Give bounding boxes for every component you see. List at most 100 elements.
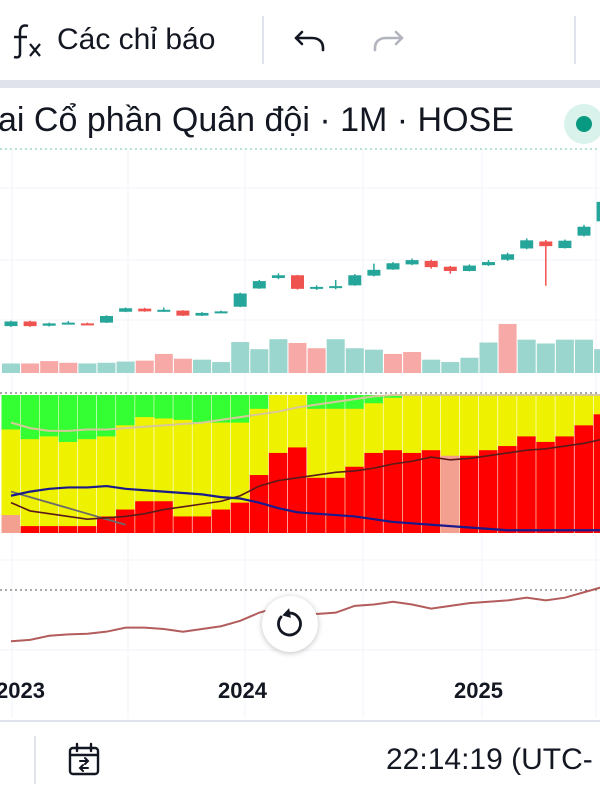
candle-body xyxy=(520,240,533,248)
candle-body xyxy=(444,267,457,271)
candle-body xyxy=(196,313,209,316)
volume-bar xyxy=(289,343,307,373)
panel-bar-red xyxy=(231,503,250,533)
panel-bar-green xyxy=(193,395,212,423)
undo-icon[interactable] xyxy=(292,22,328,58)
panel-bar-green xyxy=(59,395,78,442)
volume-bar xyxy=(269,339,287,373)
panel-bar-red xyxy=(498,446,517,533)
volume-bar xyxy=(460,358,478,373)
reset-chart-button[interactable] xyxy=(262,596,318,652)
candle-body xyxy=(234,294,247,307)
candle-body xyxy=(43,323,56,325)
candle-body xyxy=(62,323,75,325)
panel-bar-red xyxy=(422,450,441,533)
panel-bar-red xyxy=(2,515,21,533)
symbol-title[interactable]: ai Cổ phần Quân đội · 1M · HOSE xyxy=(0,100,514,140)
volume-bar xyxy=(556,340,574,373)
volume-bar xyxy=(40,361,58,373)
volume-bar xyxy=(155,354,173,373)
volume-bar xyxy=(594,349,600,373)
volume-bar xyxy=(537,343,555,373)
candle-body xyxy=(119,308,132,311)
volume-bar xyxy=(441,362,459,373)
function-icon[interactable] xyxy=(8,20,44,60)
volume-bar xyxy=(212,362,230,373)
panel-bar-red xyxy=(326,478,345,533)
panel-bar-green xyxy=(78,395,97,439)
toolbar-divider xyxy=(262,16,264,64)
panel-bar-green xyxy=(154,395,173,418)
candle-body xyxy=(501,254,514,259)
candle-body xyxy=(539,241,552,246)
volume-bar xyxy=(231,342,249,373)
panel-bar-red xyxy=(536,442,555,533)
footer-divider xyxy=(34,736,36,784)
panel-bar-green xyxy=(345,395,364,409)
top-toolbar: Các chỉ báo xyxy=(0,0,600,80)
volume-bar xyxy=(403,352,421,373)
candle-body xyxy=(558,241,571,248)
volume-bar xyxy=(21,363,39,373)
candle-body xyxy=(387,263,400,269)
volume-bar xyxy=(384,354,402,373)
candle-body xyxy=(253,281,266,288)
candle-body xyxy=(5,321,18,326)
panel-bar-red xyxy=(193,516,212,533)
candle-body xyxy=(272,275,285,278)
volume-bars xyxy=(2,324,600,373)
volume-bar xyxy=(117,362,135,373)
panel-bar-red xyxy=(441,456,460,533)
candle-body xyxy=(348,275,361,285)
panel-bar-green xyxy=(21,395,40,439)
panel-bar-green xyxy=(116,395,135,425)
candle-body xyxy=(578,227,591,236)
panel-bar-green xyxy=(173,395,192,420)
volume-bar xyxy=(136,361,154,373)
volume-bar xyxy=(308,348,326,373)
redo-icon[interactable] xyxy=(370,22,406,58)
panel-bar-red xyxy=(555,436,574,533)
volume-bar xyxy=(346,348,364,373)
candle-body xyxy=(176,311,189,316)
volume-bar xyxy=(518,340,536,373)
volume-bar xyxy=(78,363,96,373)
volume-bar xyxy=(193,360,211,373)
candle-body xyxy=(425,261,438,267)
volume-bar xyxy=(327,339,345,373)
volume-bar xyxy=(2,363,20,373)
time-axis-label-2023: 2023 xyxy=(0,676,45,706)
market-status-indicator[interactable] xyxy=(564,104,600,144)
candlesticks xyxy=(5,198,600,327)
candle-body xyxy=(367,270,380,276)
candle-body xyxy=(310,287,323,289)
volume-bar xyxy=(499,324,517,373)
panel-bar-red xyxy=(403,453,422,533)
panel-bar-red xyxy=(78,526,97,533)
calendar-range-icon[interactable] xyxy=(66,742,104,778)
candle-body xyxy=(329,286,342,288)
panel-bar-red xyxy=(59,526,78,533)
panel-bar-red xyxy=(269,453,288,533)
panel-bar-red xyxy=(173,516,192,533)
candle-body xyxy=(463,266,476,271)
toolbar-separator xyxy=(0,80,600,88)
volume-bar xyxy=(174,359,192,373)
candle-body xyxy=(597,202,600,221)
panel-bar-red xyxy=(40,526,59,533)
indicators-button[interactable]: Các chỉ báo xyxy=(57,20,215,60)
toolbar-divider-right xyxy=(574,16,576,64)
volume-bar xyxy=(575,340,593,373)
panel-bar-red xyxy=(594,414,600,533)
volume-bar xyxy=(422,360,440,373)
panel-bar-red xyxy=(212,510,231,533)
candle-body xyxy=(24,321,37,326)
panel-bar-red xyxy=(154,501,173,533)
volume-bar xyxy=(365,350,383,373)
clock-timezone[interactable]: 22:14:19 (UTC- xyxy=(386,740,593,780)
candle-body xyxy=(215,311,228,313)
candle-body xyxy=(291,275,304,289)
panel-bar-green xyxy=(250,395,269,409)
time-axis-label-2024: 2024 xyxy=(218,676,267,706)
panel-bar-red xyxy=(479,450,498,533)
